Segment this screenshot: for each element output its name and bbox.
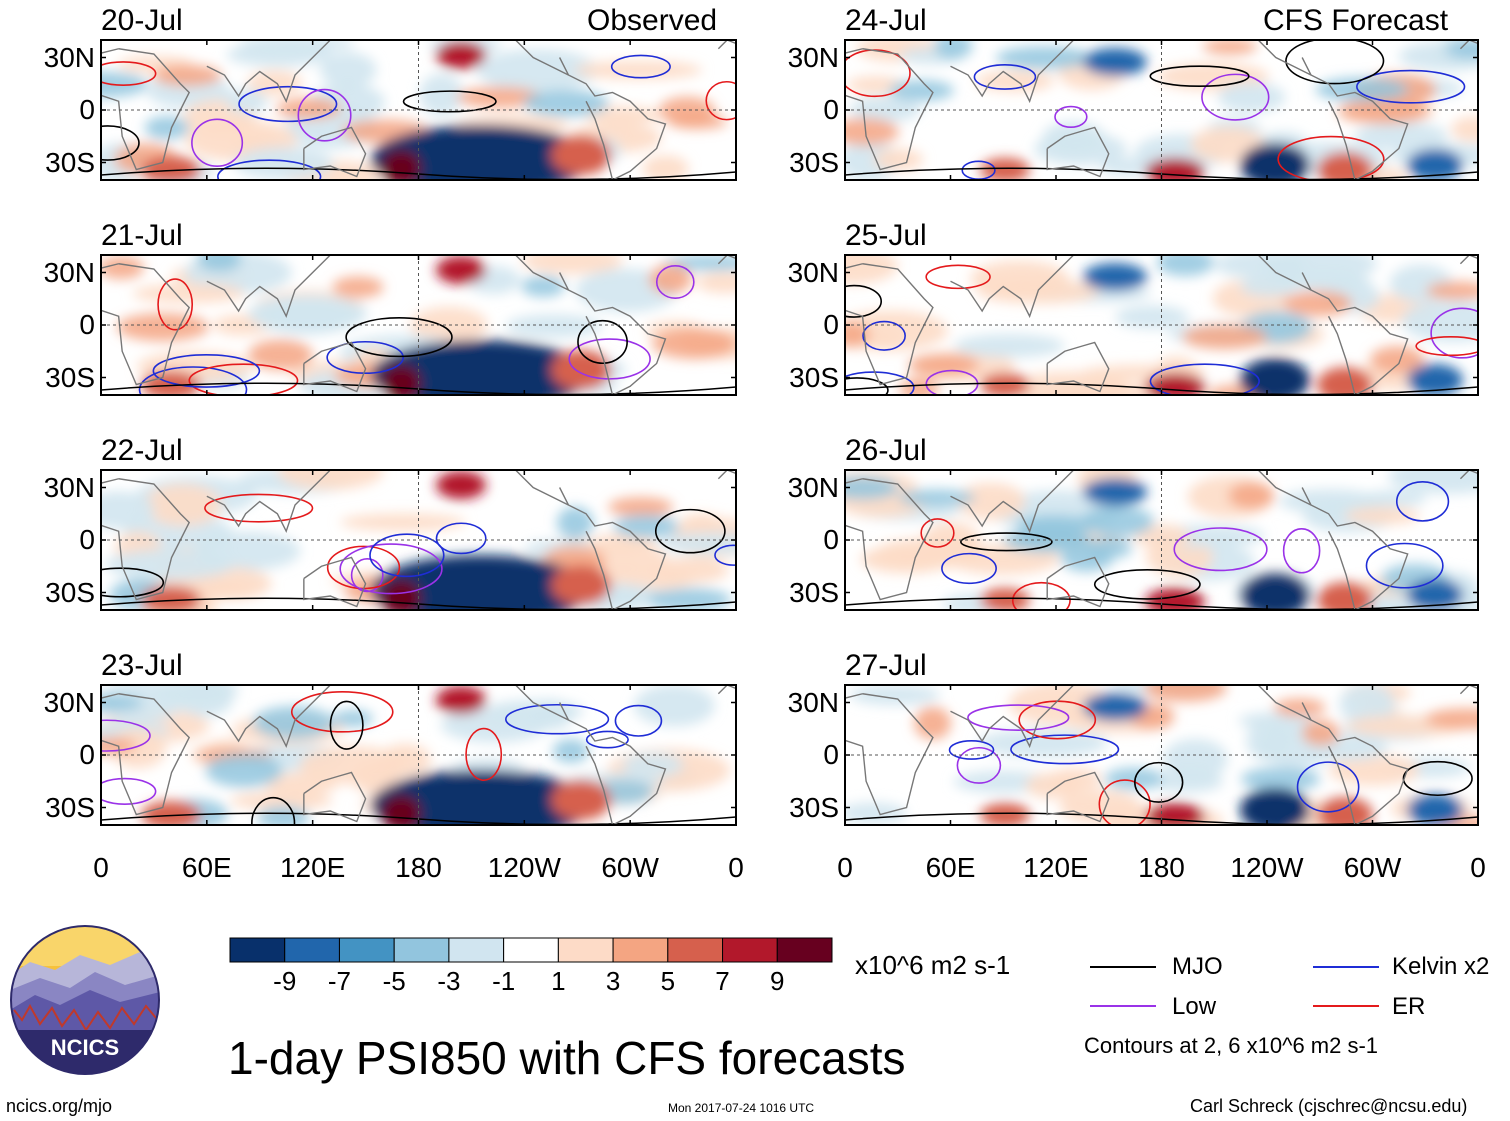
lon-label: 0: [728, 852, 744, 883]
map-panel-observed-3: [100, 469, 737, 611]
legend-line-low: [1090, 1005, 1156, 1007]
forecast-date-4: 27-Jul: [845, 649, 927, 682]
lat-label-0: 0: [823, 309, 839, 340]
lat-label-30s: 30S: [789, 791, 839, 823]
lat-label-0: 0: [823, 524, 839, 555]
colorbar-units: x10^6 m2 s-1: [855, 950, 1011, 980]
lat-label-30s: 30S: [45, 361, 95, 393]
legend-line-er: [1313, 1005, 1379, 1007]
lat-label-30n: 30N: [787, 256, 839, 288]
footer-timestamp: Mon 2017-07-24 1016 UTC: [668, 1101, 815, 1115]
lat-label-30s: 30S: [45, 791, 95, 823]
lat-label-30n: 30N: [43, 471, 95, 503]
colorbar-segment: [776, 937, 833, 963]
map-panel-observed-2: [100, 254, 737, 396]
footer-url[interactable]: ncics.org/mjo: [6, 1096, 113, 1116]
lat-label-0: 0: [79, 739, 95, 770]
map-panel-forecast-3: [844, 469, 1479, 611]
colorbar-tick: 5: [660, 966, 676, 996]
lon-label: 120E: [1023, 852, 1089, 883]
figure-title: 1-day PSI850 with CFS forecasts: [228, 1032, 906, 1084]
colorbar-tick: -5: [382, 966, 406, 996]
observed-date-2: 21-Jul: [101, 219, 183, 252]
lat-label-30s: 30S: [789, 576, 839, 608]
lat-label-0: 0: [823, 94, 839, 125]
lat-label-30n: 30N: [43, 256, 95, 288]
lon-label: 0: [1470, 852, 1486, 883]
colorbar-segment: [448, 937, 505, 963]
forecast-date-1: 24-Jul: [845, 4, 927, 37]
colorbar-tick: -1: [492, 966, 516, 996]
lat-label-30n: 30N: [787, 686, 839, 718]
map-panel-observed-1: [100, 39, 737, 181]
lon-label: 0: [837, 852, 853, 883]
colorbar-segment: [503, 937, 559, 963]
legend-line-mjo: [1090, 966, 1156, 968]
colorbar-tick: -3: [437, 966, 461, 996]
lon-label: 60W: [601, 852, 659, 883]
contour-note: Contours at 2, 6 x10^6 m2 s-1: [1084, 1033, 1379, 1058]
lat-label-0: 0: [79, 94, 95, 125]
lat-label-30n: 30N: [787, 41, 839, 73]
forecast-date-3: 26-Jul: [845, 434, 927, 467]
colorbar-segment: [393, 937, 450, 963]
legend-label-low: Low: [1172, 993, 1217, 1020]
colorbar-tick: 9: [770, 966, 785, 996]
lon-label: 120E: [279, 852, 346, 883]
lon-label: 60E: [925, 852, 976, 883]
colorbar-tick: -9: [273, 966, 297, 996]
lat-label-30n: 30N: [43, 41, 95, 73]
observed-date-3: 22-Jul: [101, 434, 183, 467]
colorbar: [229, 937, 833, 963]
colorbar-segment: [722, 937, 778, 963]
map-panel-forecast-1: [844, 39, 1479, 181]
colorbar-segment: [338, 937, 395, 963]
legend-label-mjo: MJO: [1172, 953, 1223, 980]
footer-credit: Carl Schreck (cjschrec@ncsu.edu): [1190, 1096, 1468, 1116]
lon-label: 180: [1138, 852, 1185, 883]
observed-label: Observed: [587, 4, 718, 37]
ncics-logo: NCICS: [10, 925, 160, 1075]
forecast-date-2: 25-Jul: [845, 219, 927, 252]
logo-text: NCICS: [51, 1035, 119, 1060]
colorbar-segment: [229, 937, 286, 963]
forecast-label: CFS Forecast: [1263, 4, 1449, 37]
map-panel-observed-4: [100, 684, 737, 826]
colorbar-tick: -7: [327, 966, 352, 996]
colorbar-segment: [612, 937, 669, 963]
map-panel-forecast-4: [844, 684, 1479, 826]
map-panel-forecast-2: [844, 254, 1479, 396]
legend-line-kelvin: [1313, 966, 1379, 968]
colorbar-tick: 7: [715, 966, 730, 996]
lat-label-30n: 30N: [787, 471, 839, 503]
colorbar-segment: [667, 937, 724, 963]
legend-label-kelvin: Kelvin x2: [1392, 953, 1490, 980]
lon-label: 0: [93, 852, 109, 883]
lat-label-30s: 30S: [45, 576, 95, 608]
colorbar-tick: 1: [551, 966, 566, 996]
lon-label: 60E: [181, 852, 232, 883]
colorbar-segment: [557, 937, 614, 963]
lat-label-30s: 30S: [789, 146, 839, 178]
lat-label-0: 0: [79, 309, 95, 340]
lat-label-30n: 30N: [43, 686, 95, 718]
lat-label-30s: 30S: [45, 146, 95, 178]
colorbar-tick: 3: [605, 966, 621, 996]
observed-date-1: 20-Jul: [101, 4, 183, 37]
lon-label: 120W: [1230, 852, 1304, 883]
lat-label-0: 0: [823, 739, 839, 770]
lon-label: 60W: [1343, 852, 1402, 883]
lon-label: 120W: [487, 852, 561, 883]
lon-label: 180: [395, 852, 442, 883]
colorbar-segment: [284, 937, 340, 963]
legend-label-er: ER: [1392, 993, 1426, 1020]
observed-date-4: 23-Jul: [101, 649, 183, 682]
lat-label-30s: 30S: [789, 361, 839, 393]
lat-label-0: 0: [79, 524, 95, 555]
